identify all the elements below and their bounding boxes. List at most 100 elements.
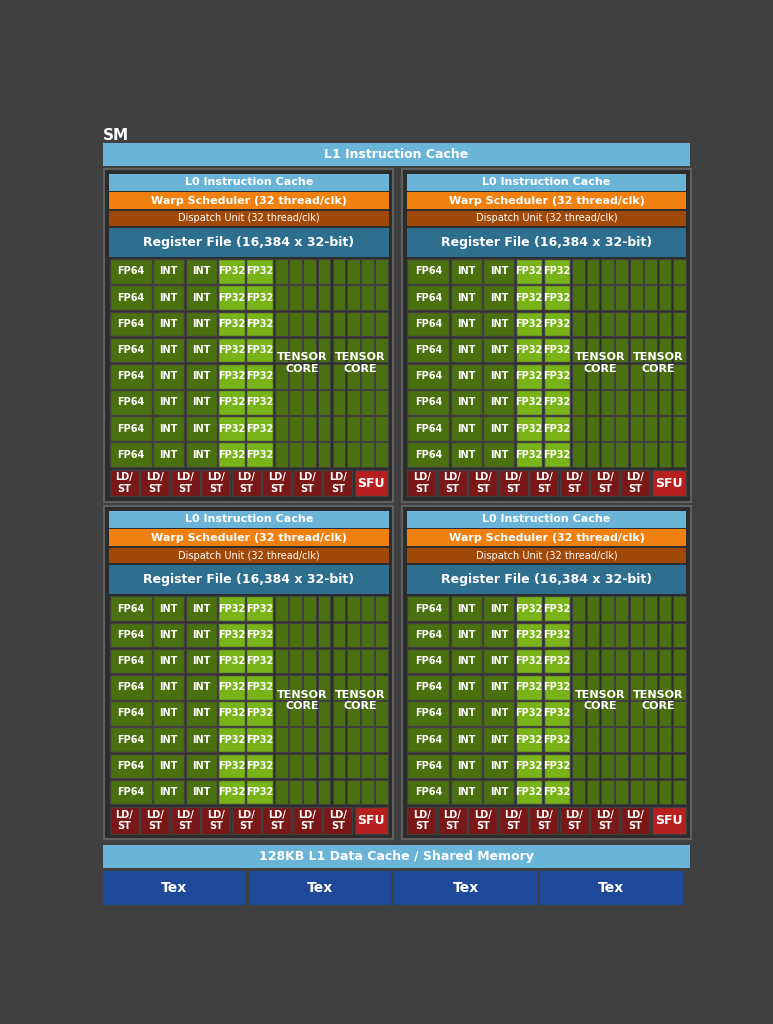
Bar: [645, 596, 657, 622]
Bar: [615, 311, 628, 336]
Bar: [673, 259, 686, 284]
Bar: [318, 649, 330, 674]
Bar: [347, 701, 359, 726]
Text: LD/
ST: LD/ ST: [505, 810, 523, 831]
Text: INT: INT: [159, 787, 178, 797]
Text: SFU: SFU: [656, 477, 683, 489]
Bar: [483, 727, 514, 752]
Bar: [303, 416, 316, 441]
Bar: [293, 807, 322, 834]
Bar: [332, 311, 346, 336]
Text: FP32: FP32: [246, 372, 273, 381]
Bar: [289, 390, 301, 415]
Text: LD/
ST: LD/ ST: [535, 810, 553, 831]
Text: INT: INT: [457, 450, 475, 460]
Bar: [659, 364, 672, 388]
Bar: [587, 623, 599, 647]
Bar: [630, 779, 643, 804]
Bar: [573, 623, 585, 647]
Bar: [347, 596, 359, 622]
Bar: [573, 596, 585, 622]
Bar: [543, 701, 570, 726]
Bar: [659, 259, 672, 284]
Bar: [275, 779, 288, 804]
Text: FP32: FP32: [543, 345, 570, 355]
Bar: [218, 442, 244, 467]
Bar: [451, 727, 482, 752]
Bar: [104, 506, 393, 839]
Bar: [451, 754, 482, 778]
Bar: [587, 779, 599, 804]
Bar: [630, 701, 643, 726]
Text: INT: INT: [489, 345, 508, 355]
Bar: [483, 649, 514, 674]
Bar: [361, 338, 374, 362]
Bar: [376, 338, 388, 362]
Bar: [645, 338, 657, 362]
Bar: [483, 596, 514, 622]
Text: INT: INT: [489, 266, 508, 276]
Bar: [361, 727, 374, 752]
Bar: [109, 211, 389, 226]
Bar: [659, 779, 672, 804]
Bar: [153, 754, 184, 778]
Text: TENSOR
CORE: TENSOR CORE: [278, 352, 328, 374]
Bar: [573, 286, 585, 310]
Bar: [615, 442, 628, 467]
Bar: [630, 675, 643, 699]
Bar: [303, 442, 316, 467]
Bar: [516, 754, 542, 778]
Bar: [407, 596, 449, 622]
Text: INT: INT: [457, 656, 475, 666]
Bar: [621, 807, 650, 834]
Text: LD/
ST: LD/ ST: [298, 472, 316, 494]
Bar: [591, 807, 619, 834]
Bar: [289, 727, 301, 752]
Bar: [376, 286, 388, 310]
Bar: [673, 754, 686, 778]
Text: INT: INT: [192, 372, 210, 381]
Text: INT: INT: [457, 293, 475, 303]
Text: FP64: FP64: [117, 318, 145, 329]
Bar: [218, 727, 244, 752]
Bar: [659, 390, 672, 415]
Bar: [530, 807, 558, 834]
Bar: [289, 623, 301, 647]
Bar: [171, 807, 199, 834]
Bar: [601, 286, 614, 310]
Bar: [591, 470, 619, 497]
Bar: [630, 416, 643, 441]
Bar: [318, 623, 330, 647]
Bar: [659, 675, 672, 699]
Bar: [601, 649, 614, 674]
Bar: [318, 442, 330, 467]
Bar: [347, 727, 359, 752]
Bar: [104, 169, 393, 502]
Text: LD/
ST: LD/ ST: [596, 810, 614, 831]
Text: LD/
ST: LD/ ST: [115, 810, 133, 831]
Bar: [587, 754, 599, 778]
Bar: [645, 675, 657, 699]
Text: Tex: Tex: [307, 882, 333, 895]
Bar: [673, 596, 686, 622]
Bar: [110, 807, 139, 834]
Bar: [615, 779, 628, 804]
Bar: [332, 754, 346, 778]
Bar: [275, 596, 288, 622]
Bar: [376, 596, 388, 622]
Bar: [587, 675, 599, 699]
Bar: [376, 416, 388, 441]
Text: FP64: FP64: [117, 656, 145, 666]
Bar: [318, 390, 330, 415]
Bar: [153, 442, 184, 467]
Text: L0 Instruction Cache: L0 Instruction Cache: [482, 177, 611, 187]
Bar: [483, 286, 514, 310]
Bar: [332, 727, 346, 752]
Bar: [109, 511, 389, 528]
Bar: [438, 470, 467, 497]
Text: Warp Scheduler (32 thread/clk): Warp Scheduler (32 thread/clk): [448, 532, 645, 543]
Text: FP32: FP32: [543, 761, 570, 771]
Bar: [318, 779, 330, 804]
Bar: [615, 675, 628, 699]
Bar: [347, 779, 359, 804]
